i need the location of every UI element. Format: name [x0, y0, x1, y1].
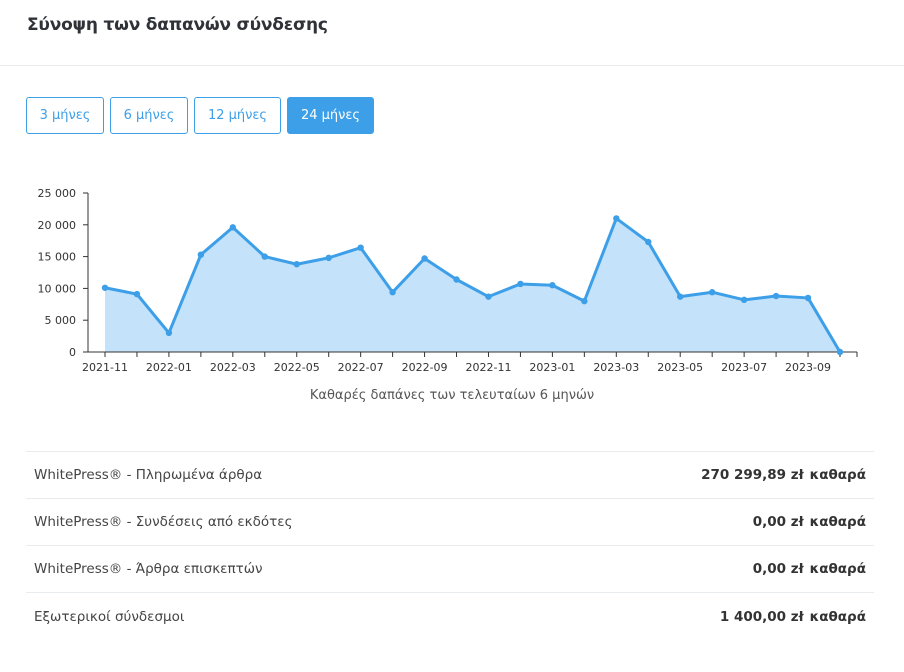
data-point [517, 280, 524, 288]
y-tick-label: 15 000 [38, 251, 77, 264]
data-point [645, 238, 652, 246]
chart-area [105, 218, 840, 352]
summary-amount: 1 400,00 zł καθαρά [719, 608, 866, 625]
data-point [389, 289, 396, 296]
y-tick-label: 10 000 [38, 282, 77, 295]
series-line [104, 216, 842, 353]
summary-table: WhitePress® - Πληρωμένα άρθρα 270 299,89… [26, 451, 874, 640]
data-point [740, 296, 748, 304]
data-point [165, 329, 173, 337]
summary-label: WhitePress® - Συνδέσεις από εκδότες [34, 514, 293, 530]
summary-label: WhitePress® - Πληρωμένα άρθρα [34, 467, 263, 483]
data-point [261, 253, 268, 260]
chart-title: Καθαρές δαπάνες των τελευταίων 6 μηνών [309, 388, 595, 403]
data-point [581, 297, 588, 305]
data-point [677, 293, 684, 300]
page-header: Σύνοψη των δαπανών σύνδεσης [0, 0, 904, 66]
x-tick-label: 2023-03 [593, 361, 639, 374]
data-point [804, 294, 812, 302]
data-point [485, 293, 492, 300]
data-point [549, 282, 556, 289]
x-tick-label: 2022-05 [274, 361, 320, 374]
x-tick-label: 2023-07 [721, 361, 767, 374]
data-point [197, 251, 205, 258]
data-point [229, 224, 237, 231]
summary-row-external-links: Εξωτερικοί σύνδεσμοι 1 400,00 zł καθαρά [26, 593, 874, 640]
expenses-chart: 0 5 000 10 000 15 000 20 000 25 000 2021-11 202… [38, 187, 858, 374]
page-title: Σύνοψη των δαπανών σύνδεσης [27, 15, 328, 35]
x-tick-label: 2022-09 [402, 361, 448, 374]
y-tick-label: 5 000 [45, 314, 77, 327]
summary-label: Εξωτερικοί σύνδεσμοι [34, 608, 185, 625]
x-tick-label: 2022-03 [210, 361, 256, 374]
summary-amount: 270 299,89 zł καθαρά [701, 467, 866, 483]
summary-row-paid-articles: WhitePress® - Πληρωμένα άρθρα 270 299,89… [26, 452, 874, 499]
data-point [708, 289, 716, 296]
data-point [357, 244, 364, 251]
data-point [772, 292, 780, 300]
x-tick-label: 2022-01 [146, 361, 192, 374]
summary-amount: 0,00 zł καθαρά [752, 561, 866, 577]
data-point [133, 290, 141, 298]
data-point [453, 276, 460, 283]
tab-24-months[interactable]: 24 μήνες [287, 97, 374, 134]
summary-label: WhitePress® - Άρθρα επισκεπτών [34, 561, 263, 577]
x-tick-label: 2022-07 [338, 361, 384, 374]
tab-12-months[interactable]: 12 μήνες [194, 97, 281, 134]
y-tick-label: 20 000 [38, 219, 77, 232]
summary-row-publisher-links: WhitePress® - Συνδέσεις από εκδότες 0,00… [26, 499, 874, 546]
x-tick-label: 2022-11 [465, 361, 511, 374]
period-tabs: 3 μήνες 6 μήνες 12 μήνες 24 μήνες [26, 97, 380, 134]
summary-row-guest-articles: WhitePress® - Άρθρα επισκεπτών 0,00 zł κα… [26, 546, 874, 593]
y-tick-label: 0 [69, 346, 76, 359]
tab-6-months[interactable]: 6 μήνες [110, 97, 188, 134]
data-point [325, 254, 332, 262]
x-tick-label: 2021-11 [82, 361, 128, 374]
x-tick-label: 2023-09 [785, 361, 831, 374]
data-point [293, 261, 300, 268]
x-tick-label: 2023-05 [657, 361, 703, 374]
data-point [421, 255, 428, 262]
y-tick-label: 25 000 [38, 187, 77, 200]
tab-3-months[interactable]: 3 μήνες [26, 97, 104, 134]
data-point [101, 284, 109, 291]
x-tick-label: 2023-01 [529, 361, 575, 374]
data-point [836, 348, 844, 356]
summary-amount: 0,00 zł καθαρά [752, 514, 866, 530]
data-point [613, 215, 620, 222]
